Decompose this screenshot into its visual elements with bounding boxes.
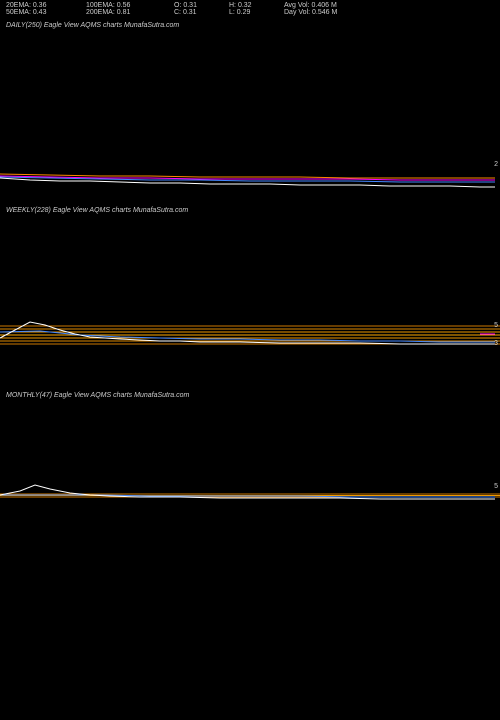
monthly-chart-svg [0,403,500,633]
weekly-chart-title: WEEKLY(228) Eagle View AQMS charts Munaf… [0,203,500,218]
stats-row-2: 50EMA: 0.43 200EMA: 0.81 C: 0.31 L: 0.29… [6,9,494,16]
close-stat: C: 0.31 [174,9,229,16]
weekly-axis-label-top: 5 [494,322,498,329]
weekly-chart-area: 5 3 [0,218,500,388]
weekly-axis-label-bottom: 3 [494,340,498,347]
weekly-chart-svg [0,218,500,388]
ema20-stat: 20EMA: 0.36 [6,2,86,9]
daily-chart-area: 2 [0,33,500,203]
high-stat: H: 0.32 [229,2,284,9]
daily-chart-panel: DAILY(250) Eagle View AQMS charts Munafa… [0,18,500,203]
monthly-chart-title: MONTHLY(47) Eagle View AQMS charts Munaf… [0,388,500,403]
stats-row-1: 20EMA: 0.36 100EMA: 0.56 O: 0.31 H: 0.32… [6,2,494,9]
daily-axis-label: 2 [494,161,498,168]
weekly-chart-panel: WEEKLY(228) Eagle View AQMS charts Munaf… [0,203,500,388]
monthly-axis-label: 5 [494,483,498,490]
stats-header: 20EMA: 0.36 100EMA: 0.56 O: 0.31 H: 0.32… [0,0,500,18]
open-stat: O: 0.31 [174,2,229,9]
daily-chart-svg [0,33,500,203]
ema100-stat: 100EMA: 0.56 [86,2,174,9]
low-stat: L: 0.29 [229,9,284,16]
avgvol-stat: Avg Vol: 0.406 M [284,2,394,9]
monthly-chart-area: 5 [0,403,500,633]
ema50-stat: 50EMA: 0.43 [6,9,86,16]
dayvol-stat: Day Vol: 0.546 M [284,9,394,16]
monthly-chart-panel: MONTHLY(47) Eagle View AQMS charts Munaf… [0,388,500,633]
daily-chart-title: DAILY(250) Eagle View AQMS charts Munafa… [0,18,500,33]
ema200-stat: 200EMA: 0.81 [86,9,174,16]
